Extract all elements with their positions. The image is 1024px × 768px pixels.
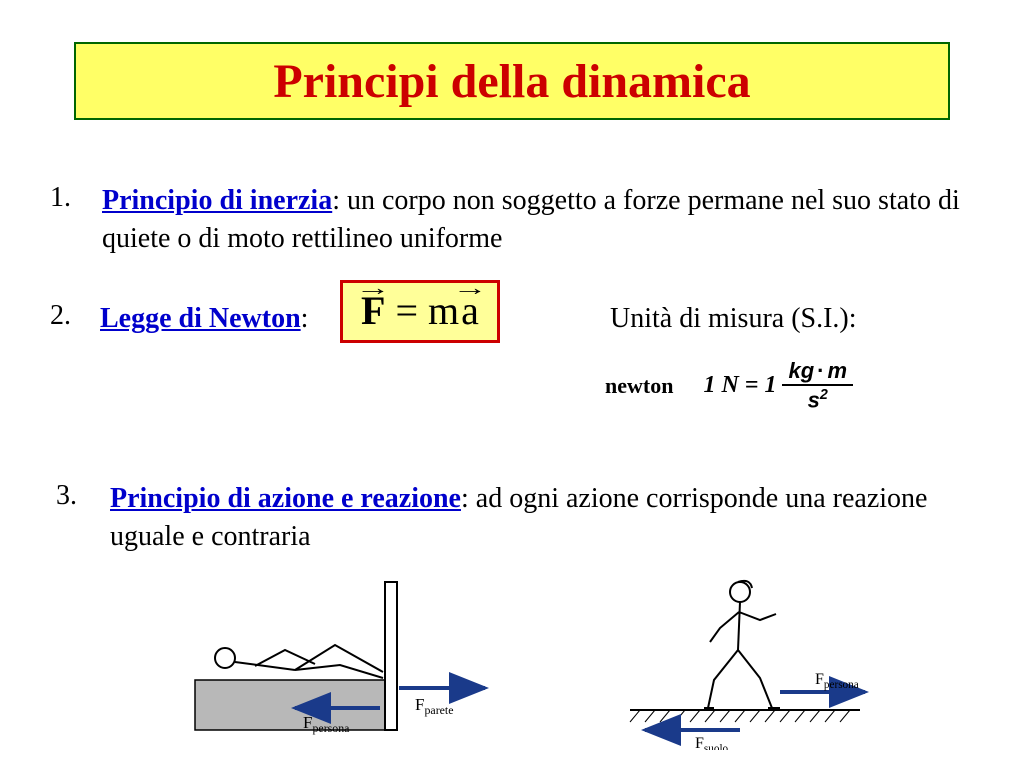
formula-F: F (361, 287, 385, 334)
formula-eq: = (395, 287, 418, 334)
item2-term: Legge di Newton (100, 303, 301, 334)
item3-term: Principio di azione e reazione (110, 483, 461, 514)
unit-name: newton (605, 373, 673, 399)
item1-term: Principio di inerzia (102, 185, 332, 216)
item2-number: 2. (50, 300, 71, 332)
diagram-wall-push: Fpersona Fparete (185, 570, 515, 750)
svg-text:Fparete: Fparete (415, 695, 454, 717)
right-fsuolo-sub: suolo (704, 743, 729, 750)
slide-title-text: Principi della dinamica (273, 54, 750, 109)
unit-row: newton 1 N = 1 kg·m s2 (605, 360, 853, 411)
item3-text: Principio di azione e reazione: ad ogni … (110, 480, 970, 556)
item2-text: Legge di Newton: (100, 300, 308, 338)
item2-colon: : (301, 303, 309, 334)
left-fpersona-sub: persona (312, 721, 350, 735)
left-fparete-sub: parete (424, 703, 453, 717)
diagram-walking: Fpersona Fsuolo (600, 570, 900, 750)
svg-text:Fsuolo: Fsuolo (695, 735, 729, 750)
right-fpersona-sub: persona (824, 679, 859, 691)
unit-equation: 1 N = 1 (703, 372, 776, 399)
svg-text:Fpersona: Fpersona (815, 671, 859, 691)
newton-formula: F = ma (340, 280, 500, 343)
right-fsuolo: F (695, 735, 704, 750)
item1-text: Principio di inerzia: un corpo non sogge… (102, 182, 972, 258)
right-fpersona: F (815, 671, 824, 688)
slide-title: Principi della dinamica (74, 42, 950, 120)
frac-den-exp: 2 (820, 387, 828, 403)
unit-fraction: kg·m s2 (782, 360, 853, 411)
frac-dot: · (814, 358, 827, 383)
item3-number: 3. (56, 480, 77, 512)
frac-den-base: s (808, 387, 820, 412)
formula-a: a (461, 287, 479, 334)
frac-num-b: m (827, 358, 847, 383)
item1-number: 1. (50, 182, 71, 214)
left-fparete: F (415, 695, 424, 714)
frac-num-a: kg (788, 358, 814, 383)
unit-label: Unità di misura (S.I.): (610, 300, 857, 338)
left-fpersona: F (303, 713, 312, 732)
